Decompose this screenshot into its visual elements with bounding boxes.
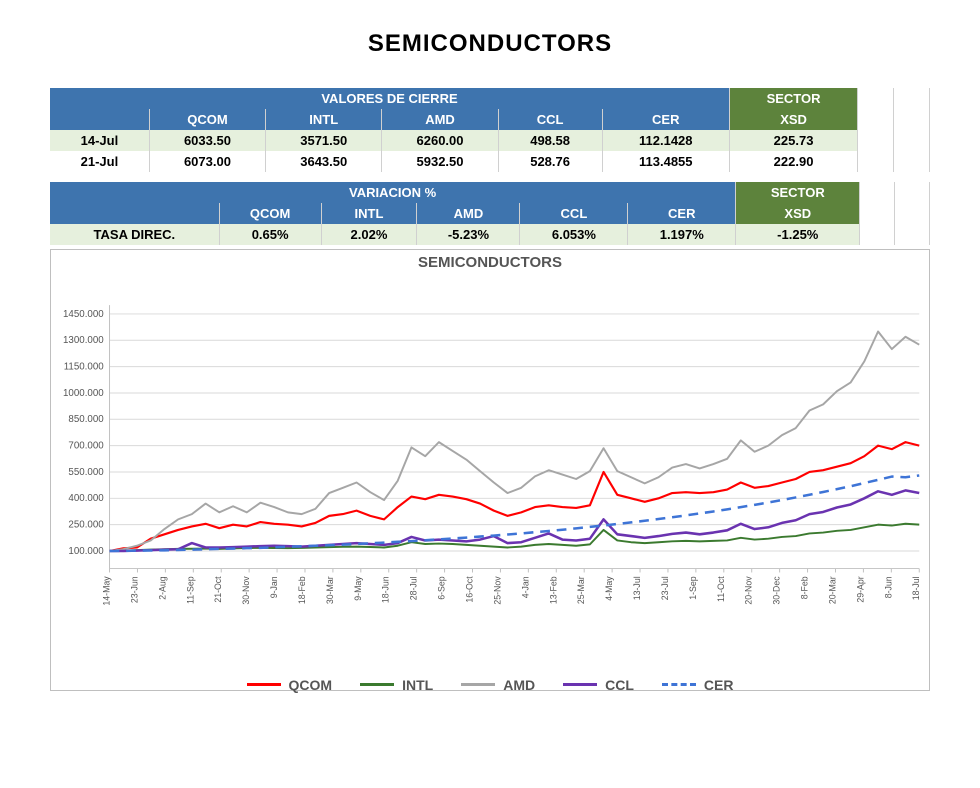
col-header: AMD [382, 109, 498, 130]
closing-values-table: VALORES DE CIERRESECTOR QCOMINTLAMDCCLCER… [50, 88, 930, 172]
svg-text:6-Sep: 6-Sep [437, 576, 447, 600]
col-header-sector: XSD [729, 109, 857, 130]
svg-text:1150.000: 1150.000 [64, 362, 105, 373]
svg-text:8-Jun: 8-Jun [883, 576, 893, 598]
svg-text:16-Oct: 16-Oct [465, 576, 475, 603]
col-header-sector: XSD [736, 203, 860, 224]
sector-header: SECTOR [736, 182, 860, 203]
cell: 5932.50 [382, 151, 498, 172]
cell-sector: -1.25% [736, 224, 860, 245]
svg-text:30-Nov: 30-Nov [241, 576, 251, 605]
svg-text:4-May: 4-May [604, 576, 614, 601]
svg-text:100.000: 100.000 [68, 546, 104, 557]
legend-item: QCOM [247, 677, 333, 693]
svg-text:14-May: 14-May [102, 576, 112, 606]
svg-text:550.000: 550.000 [68, 467, 104, 478]
cell-sector: 225.73 [729, 130, 857, 151]
col-header: QCOM [149, 109, 265, 130]
col-header: CER [628, 203, 736, 224]
svg-text:23-Jun: 23-Jun [129, 576, 139, 603]
svg-text:21-Oct: 21-Oct [213, 576, 223, 603]
col-header: QCOM [219, 203, 321, 224]
svg-text:700.000: 700.000 [68, 441, 104, 452]
svg-text:1-Sep: 1-Sep [688, 576, 698, 600]
col-header: CER [602, 109, 729, 130]
svg-text:1000.000: 1000.000 [63, 388, 104, 399]
svg-text:28-Jul: 28-Jul [409, 576, 419, 600]
svg-text:25-Nov: 25-Nov [492, 576, 502, 605]
cell-sector: 222.90 [729, 151, 857, 172]
svg-text:18-Jun: 18-Jun [381, 576, 391, 603]
cell: 6033.50 [149, 130, 265, 151]
svg-text:20-Mar: 20-Mar [827, 576, 837, 604]
closing-header: VALORES DE CIERRE [50, 88, 729, 109]
legend-item: INTL [360, 677, 433, 693]
svg-text:13-Feb: 13-Feb [548, 576, 558, 604]
svg-text:29-Apr: 29-Apr [855, 576, 865, 602]
cell: 2.02% [321, 224, 417, 245]
cell: 528.76 [498, 151, 602, 172]
col-header: INTL [321, 203, 417, 224]
cell: 112.1428 [602, 130, 729, 151]
cell: 3643.50 [266, 151, 382, 172]
cell: 3571.50 [266, 130, 382, 151]
col-header: INTL [266, 109, 382, 130]
line-chart-svg: 100.000 250.000 400.000 550.000 700.000 850.0… [51, 271, 929, 671]
svg-text:30-Dec: 30-Dec [772, 576, 782, 605]
cell: -5.23% [417, 224, 520, 245]
svg-text:2-Aug: 2-Aug [157, 576, 167, 600]
legend-item: CER [662, 677, 734, 693]
svg-text:1300.000: 1300.000 [63, 335, 104, 346]
cell: 6.053% [520, 224, 628, 245]
row-label: 14-Jul [50, 130, 149, 151]
row-label: 21-Jul [50, 151, 149, 172]
cell: 113.4855 [602, 151, 729, 172]
svg-text:4-Jan: 4-Jan [520, 576, 530, 598]
svg-text:1450.000: 1450.000 [63, 309, 104, 320]
svg-text:11-Sep: 11-Sep [185, 576, 195, 604]
svg-text:11-Oct: 11-Oct [716, 576, 726, 602]
cell: 6073.00 [149, 151, 265, 172]
svg-text:9-Jan: 9-Jan [269, 576, 279, 598]
col-header: CCL [498, 109, 602, 130]
sector-header: SECTOR [729, 88, 857, 109]
svg-text:23-Jul: 23-Jul [660, 576, 670, 600]
semiconductors-chart: SEMICONDUCTORS 100.000 250.000 400.000 550.… [50, 249, 930, 691]
row-label: TASA DIREC. [50, 224, 219, 245]
legend-item: CCL [563, 677, 634, 693]
variation-table: VARIACION %SECTOR QCOMINTLAMDCCLCERXSD TAS… [50, 182, 930, 245]
col-header: AMD [417, 203, 520, 224]
svg-text:20-Nov: 20-Nov [744, 576, 754, 605]
svg-text:18-Feb: 18-Feb [297, 576, 307, 604]
legend-item: AMD [461, 677, 535, 693]
cell: 498.58 [498, 130, 602, 151]
variation-header: VARIACION % [50, 182, 736, 203]
svg-text:250.000: 250.000 [68, 520, 104, 531]
svg-text:8-Feb: 8-Feb [800, 576, 810, 599]
cell: 1.197% [628, 224, 736, 245]
cell: 6260.00 [382, 130, 498, 151]
svg-text:9-May: 9-May [353, 576, 363, 601]
svg-text:30-Mar: 30-Mar [325, 576, 335, 604]
svg-text:18-Jul: 18-Jul [911, 576, 921, 600]
page-title: SEMICONDUCTORS [30, 30, 950, 58]
cell: 0.65% [219, 224, 321, 245]
col-header: CCL [520, 203, 628, 224]
svg-text:25-Mar: 25-Mar [576, 576, 586, 604]
svg-text:13-Jul: 13-Jul [632, 576, 642, 600]
svg-text:400.000: 400.000 [68, 493, 104, 504]
chart-title: SEMICONDUCTORS [51, 250, 929, 271]
svg-text:850.000: 850.000 [68, 414, 104, 425]
chart-legend: QCOM INTL AMD CCL CER [51, 671, 929, 699]
